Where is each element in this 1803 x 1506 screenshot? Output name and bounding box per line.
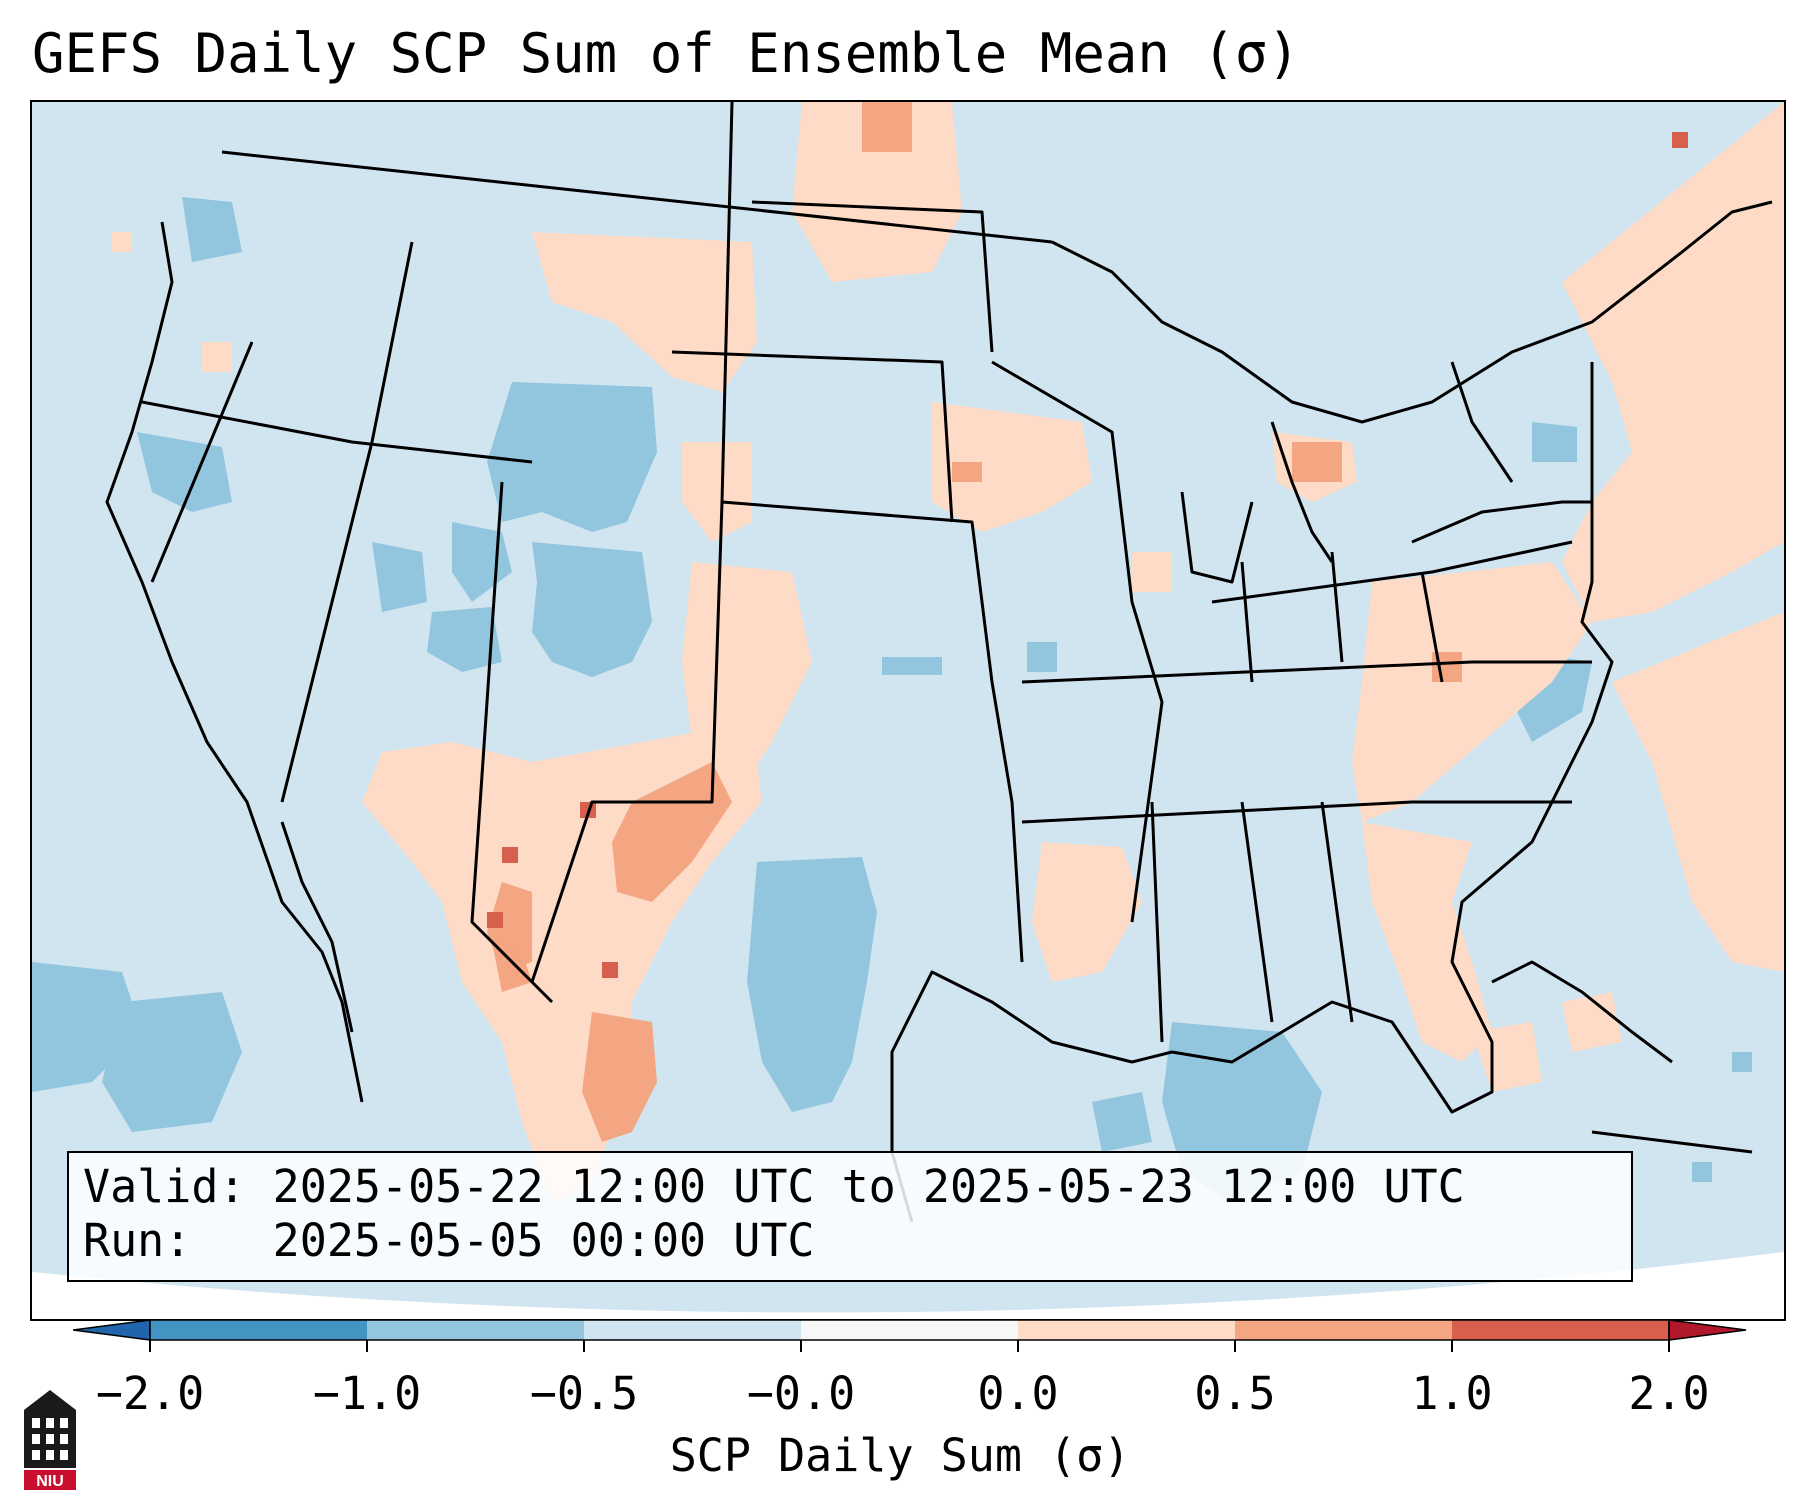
colorbar-segment xyxy=(1018,1320,1235,1340)
colorbar-ticks xyxy=(149,1340,1670,1352)
colorbar-segment xyxy=(150,1320,367,1340)
colorbar-segment xyxy=(367,1320,584,1340)
colorbar-tick-label: 2.0 xyxy=(1628,1367,1710,1420)
colorbar-segment xyxy=(801,1320,1018,1340)
projection-edge xyxy=(32,1252,1784,1319)
coastlines-and-borders xyxy=(105,102,1773,1223)
colorbar-tick-label: −0.5 xyxy=(529,1367,639,1420)
run-value: 2025-05-05 00:00 UTC xyxy=(272,1214,815,1267)
colorbar-outline xyxy=(149,1319,1670,1341)
us-canada-border xyxy=(221,150,1053,244)
valid-label: Valid: xyxy=(83,1160,246,1213)
colorbar-segment xyxy=(1235,1320,1452,1340)
scp-map xyxy=(32,102,1784,1319)
colorbar-tick-label: −0.0 xyxy=(746,1367,856,1420)
western-state-lines xyxy=(530,102,734,983)
pacific-coast xyxy=(105,221,364,1103)
colorbar-tick-label: −2.0 xyxy=(95,1367,205,1420)
logo-text: NIU xyxy=(36,1473,64,1490)
run-label: Run: xyxy=(83,1214,192,1267)
great-lakes-shore xyxy=(1270,421,1334,563)
niu-logo-icon: NIU xyxy=(24,1390,76,1490)
colorbar-tick-label: 0.0 xyxy=(977,1367,1059,1420)
colorbar-tick-label: 0.5 xyxy=(1194,1367,1276,1420)
map-title: GEFS Daily SCP Sum of Ensemble Mean (σ) xyxy=(32,22,1300,85)
run-row: Run: 2025-05-05 00:00 UTC xyxy=(83,1215,815,1267)
colorbar xyxy=(73,1319,1747,1352)
map-panel xyxy=(30,100,1786,1321)
colorbar-tick-label: 1.0 xyxy=(1411,1367,1493,1420)
colorbar-over-extend xyxy=(1668,1319,1747,1341)
valid-time-box: Valid: 2025-05-22 12:00 UTC to 2025-05-2… xyxy=(67,1151,1633,1282)
atlantic-gulf-coast xyxy=(890,362,1614,1223)
colorbar-segment xyxy=(1452,1320,1669,1340)
colorbar-segment xyxy=(584,1320,801,1340)
valid-row: Valid: 2025-05-22 12:00 UTC to 2025-05-2… xyxy=(83,1161,1465,1213)
valid-value: 2025-05-22 12:00 UTC to 2025-05-23 12:00… xyxy=(272,1160,1465,1213)
colorbar-under-extend xyxy=(73,1319,151,1341)
colorbar-tick-label: −1.0 xyxy=(312,1367,422,1420)
caribbean-islands xyxy=(1491,960,1673,1064)
colorbar-label: SCP Daily Sum (σ) xyxy=(669,1429,1131,1482)
